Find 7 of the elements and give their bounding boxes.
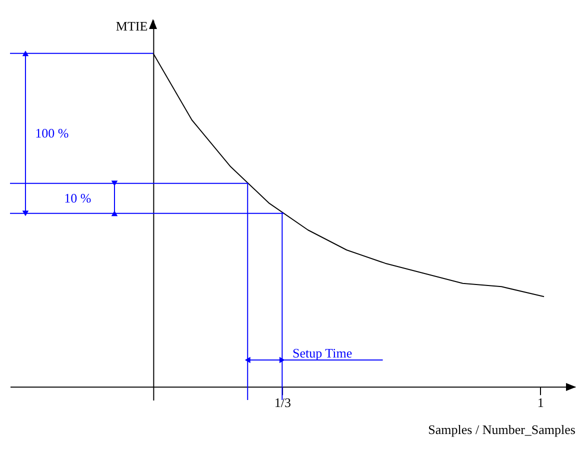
annotation: Setup Time [292,345,352,360]
x-tick-label: 1/3 [274,395,291,410]
x-axis-title: Samples / Number_Samples [428,422,576,438]
y-axis-title: MTIE [116,18,148,34]
annotation: 100 % [35,125,69,140]
annotation: 10 % [64,190,92,206]
x-tick-label: 1 [537,395,544,410]
